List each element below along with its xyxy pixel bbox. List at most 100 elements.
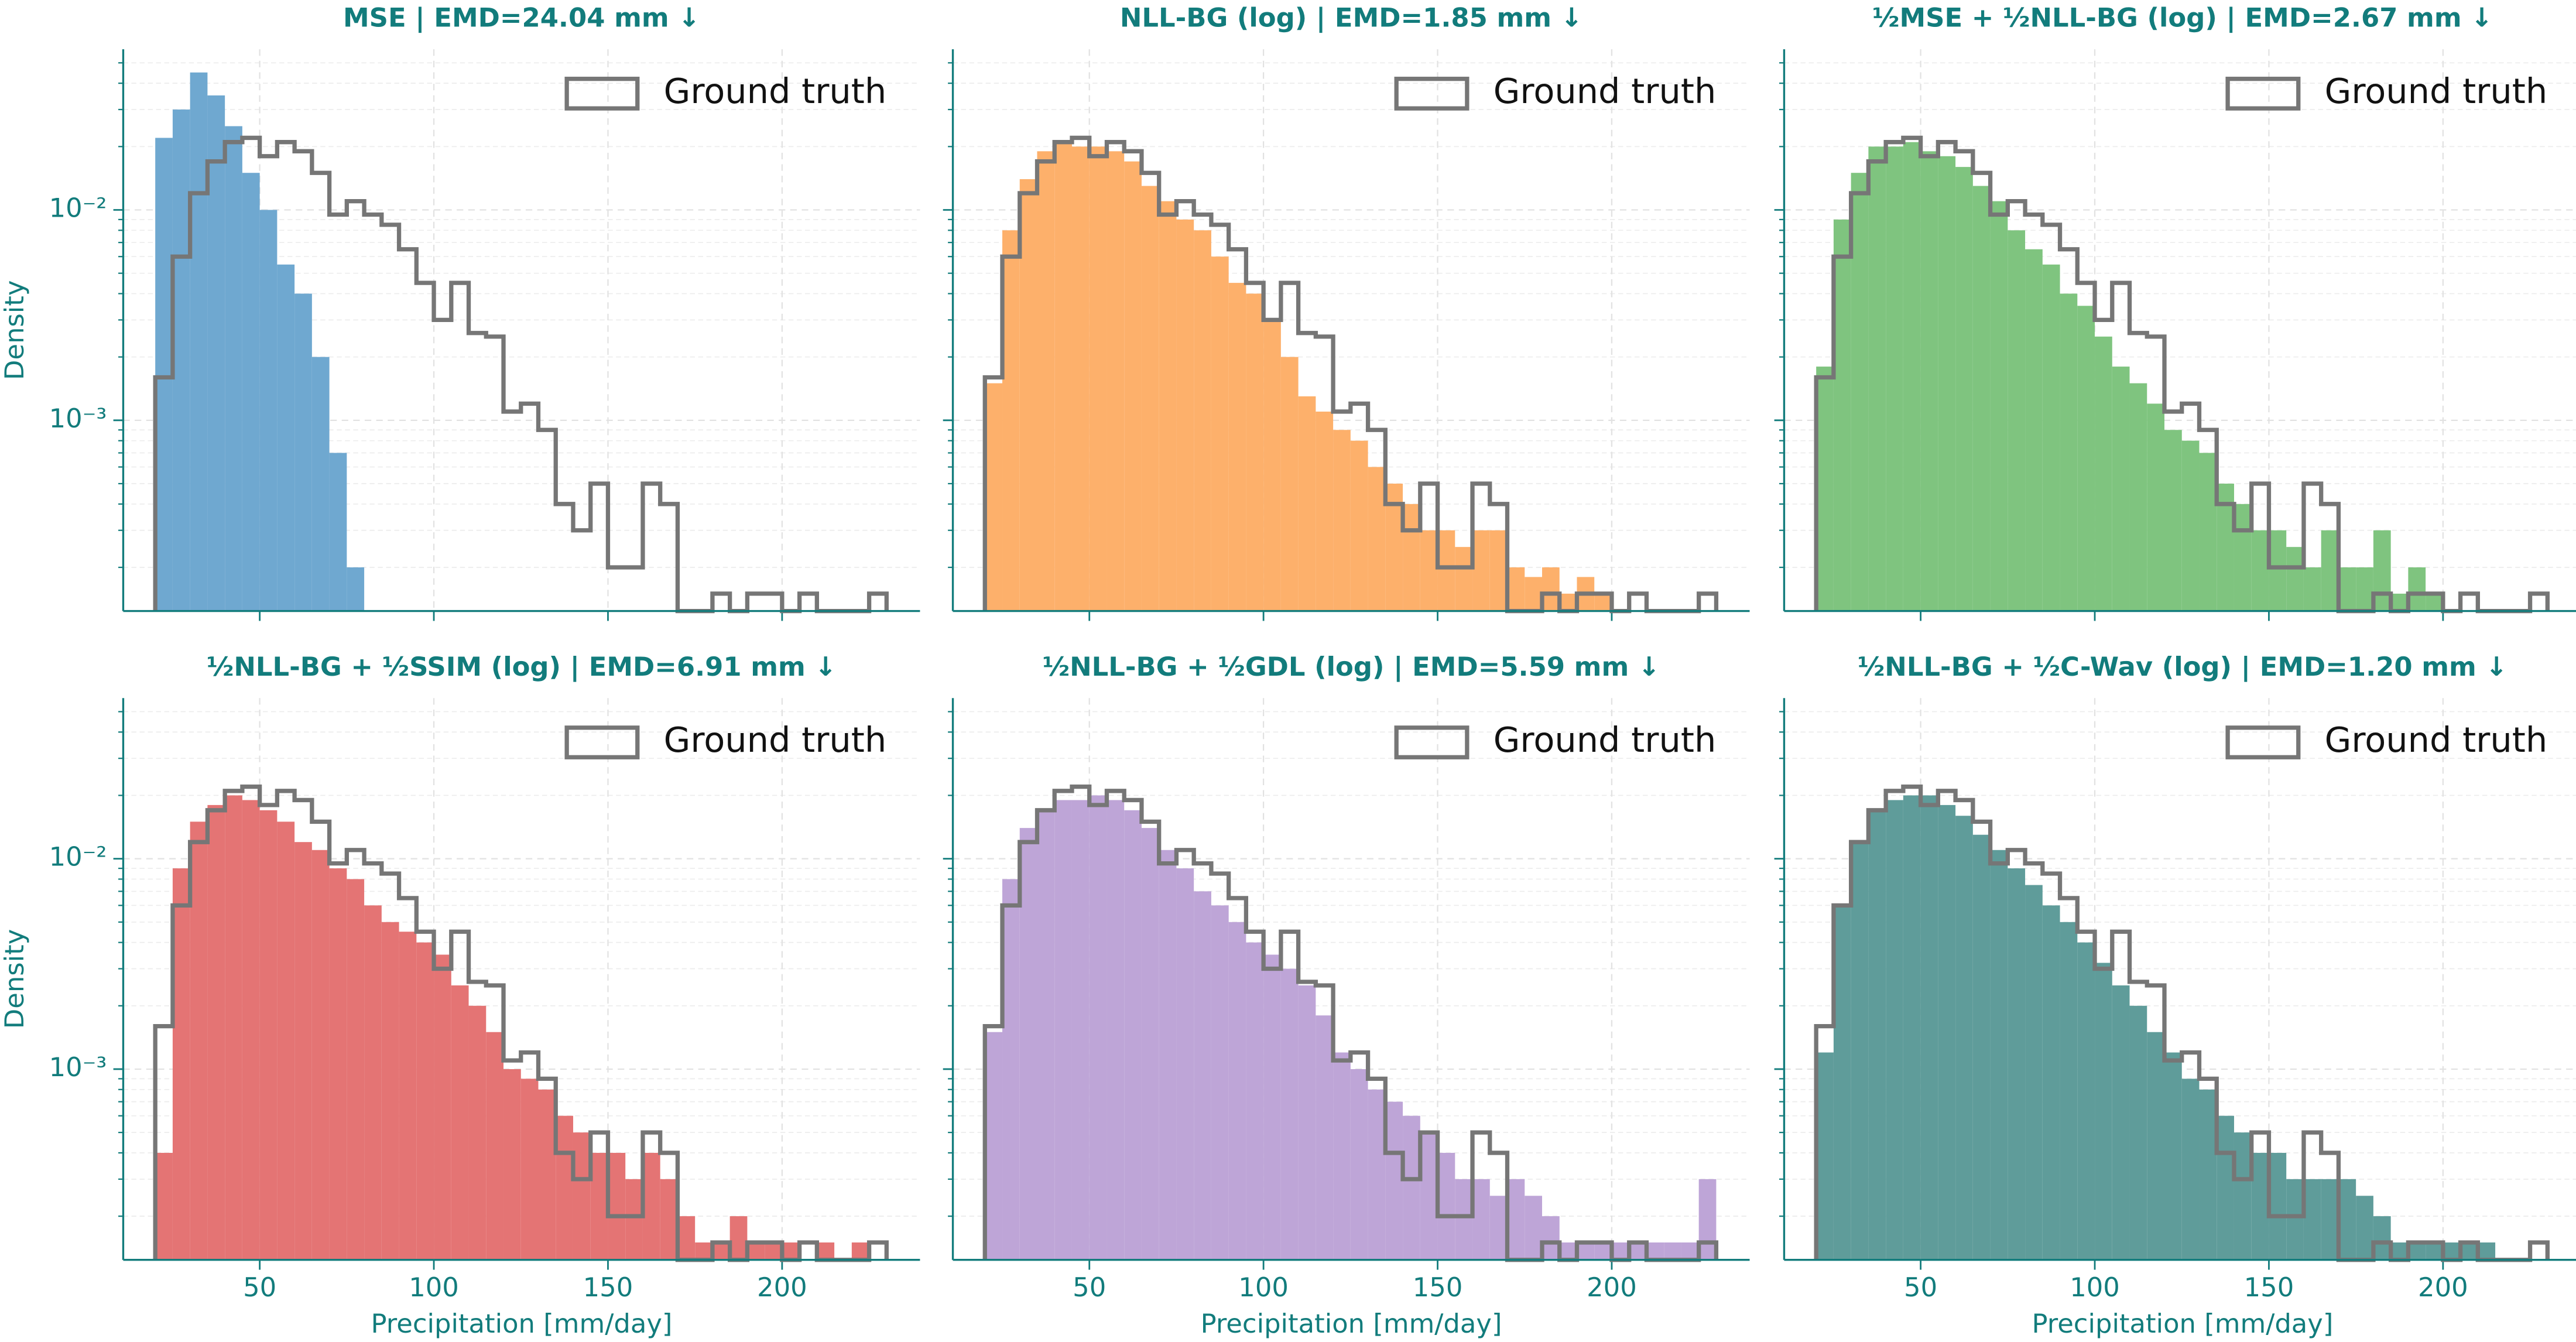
histogram-bar	[2164, 1052, 2182, 1260]
histogram-bar	[2321, 1179, 2339, 1260]
histogram-bar	[1646, 1242, 1664, 1260]
x-tick-label: 150	[583, 1272, 633, 1303]
histogram-bar	[1211, 905, 1229, 1260]
histogram-bar	[573, 1132, 591, 1260]
histogram-bar	[1280, 357, 1299, 611]
histogram-bar	[155, 1152, 173, 1260]
histogram-bar	[1816, 367, 1834, 611]
histogram-bar	[1194, 230, 1211, 611]
histogram-bar	[2112, 985, 2130, 1260]
histogram-bar	[1420, 530, 1438, 611]
histogram-bar	[1350, 440, 1368, 611]
histogram-bar	[782, 1242, 800, 1260]
histogram-bar	[2373, 1216, 2391, 1260]
histogram-bar	[1698, 1179, 1717, 1260]
histogram-bar	[1002, 230, 1020, 611]
histogram-bar	[486, 1032, 504, 1260]
histogram-bar	[2426, 593, 2443, 611]
histogram-bar	[2251, 1152, 2269, 1260]
chart-title: ½NLL-BG + ½C-Wav (log) | EMD=1.20 mm ↓	[1858, 651, 2508, 682]
histogram-bar	[2077, 942, 2095, 1260]
histogram-bar	[1333, 430, 1351, 611]
histogram-bar	[1594, 1242, 1612, 1260]
histogram-bar	[2269, 530, 2287, 611]
histogram-bar	[1816, 1052, 1834, 1260]
histogram-bar	[1886, 800, 1903, 1260]
histogram-bar	[1955, 816, 1973, 1260]
ground-truth-outline	[153, 784, 889, 1262]
histogram-bar	[2129, 383, 2147, 611]
histogram-bar	[1263, 320, 1281, 611]
histogram-bar	[2095, 963, 2112, 1260]
histogram-bar	[1263, 954, 1281, 1260]
histogram-bar	[765, 1242, 782, 1260]
histogram-bar	[1368, 467, 1386, 611]
y-axis-label: Density	[0, 929, 30, 1029]
y-tick-label: 10⁻³	[49, 403, 107, 434]
histogram-bar	[1472, 530, 1490, 611]
histogram-bar	[1990, 201, 2008, 611]
histogram-bar	[520, 1079, 539, 1260]
histogram-bar	[2251, 530, 2269, 611]
histogram-bar	[2042, 264, 2060, 611]
histogram-bar	[381, 922, 399, 1260]
histogram-bar	[2217, 1115, 2234, 1260]
x-axis-label: Precipitation [mm/day]	[2032, 1308, 2333, 1339]
histogram-bar	[1054, 800, 1072, 1260]
histogram-bar	[1455, 547, 1473, 611]
histogram-bar	[2356, 567, 2373, 611]
histogram-bar	[1920, 795, 1938, 1260]
histogram-bar	[1938, 804, 1956, 1260]
histogram-bar	[399, 932, 417, 1260]
histogram-bar	[1437, 530, 1455, 611]
ground-truth-outline	[153, 135, 889, 614]
histogram-bar	[1124, 161, 1142, 611]
ground-truth-outline	[982, 135, 1719, 614]
histogram-bar	[1298, 396, 1316, 611]
histogram-bar	[1972, 834, 1991, 1260]
histogram-bar	[1071, 800, 1090, 1260]
histogram-bar	[625, 1179, 643, 1260]
x-tick-label: 50	[1904, 1272, 1937, 1303]
histogram-bar	[729, 1216, 748, 1260]
histogram-bar	[1316, 411, 1334, 611]
histogram-bar	[2060, 293, 2078, 611]
histogram-bar	[1664, 1242, 1681, 1260]
histogram-bar	[1868, 810, 1886, 1260]
histogram-bar	[1489, 1196, 1508, 1260]
histogram-bar	[1507, 1179, 1525, 1260]
histogram-bar	[2181, 440, 2200, 611]
histogram-bar	[1246, 942, 1264, 1260]
histogram-bar	[2478, 1242, 2496, 1260]
legend-swatch	[2225, 725, 2301, 759]
histogram-bar	[172, 109, 190, 611]
histogram-bar	[364, 905, 382, 1260]
histogram-bar	[2443, 1242, 2461, 1260]
histogram-bar	[1368, 1089, 1386, 1260]
histogram-bar	[2025, 885, 2043, 1260]
histogram-bar	[503, 1069, 521, 1260]
histogram-bar	[1350, 1069, 1368, 1260]
x-tick-label: 100	[1238, 1272, 1289, 1303]
chart-title: ½NLL-BG + ½GDL (log) | EMD=5.59 mm ↓	[1043, 651, 1660, 682]
histogram-bar	[1955, 167, 1973, 611]
histogram-bar	[2303, 1179, 2321, 1260]
histogram-bar	[190, 821, 208, 1260]
histogram-bar	[1019, 828, 1037, 1260]
histogram-bar	[556, 1115, 573, 1260]
y-tick-label: 10⁻²	[49, 192, 107, 223]
histogram-bar	[2129, 1005, 2147, 1260]
histogram-bar	[1489, 530, 1508, 611]
histogram-bar	[1559, 593, 1577, 611]
histogram-bar	[1089, 795, 1107, 1260]
legend-swatch	[564, 725, 640, 759]
legend-label: Ground truth	[1493, 720, 1717, 760]
histogram-bar	[2286, 1179, 2304, 1260]
legend-swatch	[2225, 77, 2301, 111]
histogram-bar	[1107, 800, 1125, 1260]
histogram-bar	[2008, 230, 2026, 611]
histogram-bar	[1403, 1115, 1420, 1260]
histogram-bar	[2025, 249, 2043, 611]
histogram-bar	[2095, 336, 2112, 611]
